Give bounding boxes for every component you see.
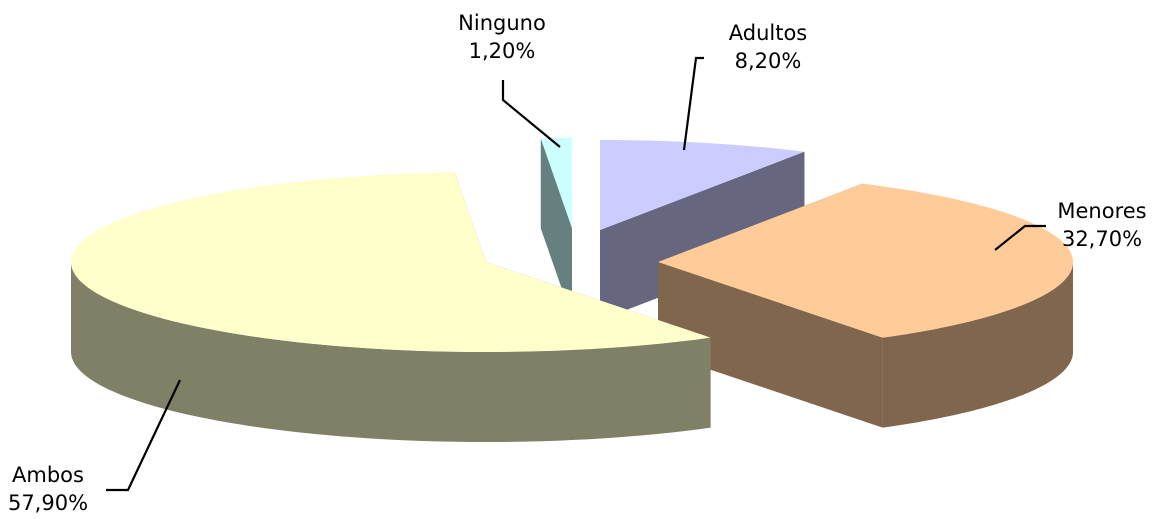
data-labels: Adultos 8,20% Menores 32,70% Ambos 57,90% Ning… [8, 11, 1147, 515]
slice-value-label: 57,90% [8, 491, 88, 515]
pie-slice-ambos [71, 172, 711, 442]
data-label-menores: Menores 32,70% [994, 199, 1147, 251]
data-label-ambos: Ambos 57,90% [8, 379, 181, 515]
slice-cut-face-start [540, 138, 572, 318]
pie-slices [71, 138, 1073, 442]
slice-cut-face-end [600, 151, 805, 320]
leader-line [501, 80, 561, 148]
slice-top-face [658, 183, 1073, 338]
leader-line [682, 56, 704, 151]
leader-line [106, 379, 181, 492]
slice-outer-wall [882, 262, 1073, 428]
slice-top-face [600, 140, 805, 230]
slice-label: Ambos [12, 463, 84, 487]
slice-label: Adultos [729, 21, 808, 45]
slice-top-face [71, 172, 711, 352]
slice-label: Ninguno [458, 11, 546, 35]
data-label-ninguno: Ninguno 1,20% [458, 11, 561, 148]
slice-label: Menores [1057, 199, 1146, 223]
slice-outer-wall [71, 262, 711, 442]
slice-value-label: 1,20% [469, 39, 536, 63]
pie-slice-menores [658, 183, 1073, 428]
pie-slice-adultos [600, 140, 805, 320]
slice-value-label: 32,70% [1062, 227, 1142, 251]
slice-top-face [540, 138, 572, 228]
pie-slice-ninguno [540, 138, 572, 318]
data-label-adultos: Adultos 8,20% [682, 21, 808, 151]
slice-value-label: 8,20% [735, 49, 802, 73]
slice-cut-face-end [658, 262, 883, 428]
leader-line [994, 224, 1046, 251]
